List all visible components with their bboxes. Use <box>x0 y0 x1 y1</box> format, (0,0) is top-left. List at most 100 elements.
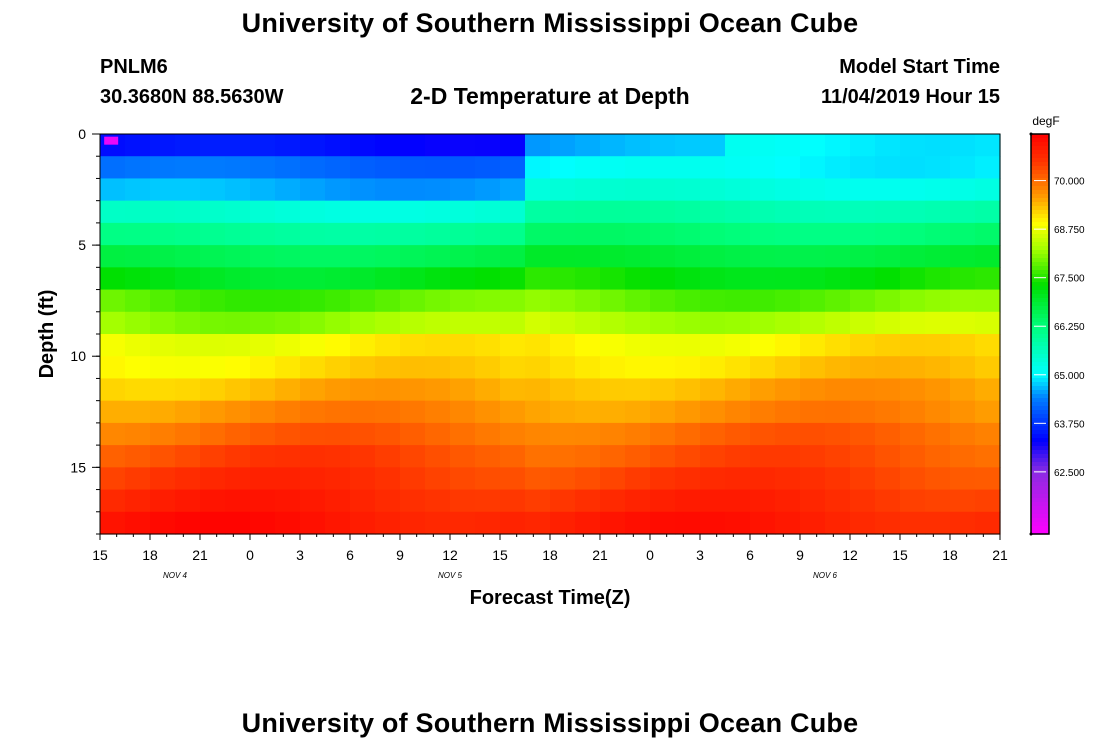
heatmap-cell <box>700 200 726 224</box>
heatmap-cell <box>775 289 801 313</box>
heatmap-cell <box>225 378 251 402</box>
heatmap-cell <box>425 156 451 180</box>
colorbar-tick-label: 67.500 <box>1054 274 1085 285</box>
heatmap-cell <box>525 156 551 180</box>
heatmap-cell <box>450 222 476 246</box>
heatmap-cell <box>775 467 801 491</box>
heatmap-cell <box>625 267 651 291</box>
heatmap-cell <box>850 356 876 380</box>
heatmap-cell <box>550 334 576 357</box>
heatmap-cell <box>450 378 476 402</box>
heatmap-cell <box>375 489 401 513</box>
heatmap-cell <box>200 289 226 313</box>
heatmap-cell <box>675 134 701 157</box>
heatmap-cell <box>300 178 326 202</box>
colorbar-swatch <box>1031 422 1049 427</box>
heatmap-cell <box>550 445 576 468</box>
heatmap-cell <box>875 267 901 291</box>
heatmap-cell <box>100 356 126 380</box>
heatmap-cell <box>950 334 976 357</box>
heatmap-cell <box>525 222 551 246</box>
heatmap-cell <box>250 245 276 268</box>
heatmap-cell <box>825 200 851 224</box>
heatmap-cell <box>800 334 826 357</box>
heatmap-cell <box>550 156 576 180</box>
heatmap-cell <box>350 489 376 513</box>
heatmap-cell <box>225 511 251 535</box>
heatmap-cell <box>450 445 476 468</box>
colorbar-swatch <box>1031 378 1049 383</box>
heatmap-cell <box>600 245 626 268</box>
heatmap-cell <box>300 378 326 402</box>
heatmap-cell <box>350 356 376 380</box>
heatmap-cell <box>850 245 876 268</box>
heatmap-cell <box>925 334 951 357</box>
heatmap-cell <box>900 267 926 291</box>
heatmap-cell <box>375 222 401 246</box>
heatmap-cell <box>200 200 226 224</box>
heatmap-cell <box>825 267 851 291</box>
y-tick-label: 15 <box>70 459 86 475</box>
heatmap-cell <box>750 311 776 335</box>
heatmap-cell <box>650 356 676 380</box>
date-label: NOV 5 <box>438 571 463 580</box>
x-tick-label: 15 <box>892 547 908 563</box>
heatmap-cell <box>925 178 951 202</box>
heatmap-cell <box>925 378 951 402</box>
heatmap-cell <box>275 200 301 224</box>
heatmap-cell <box>500 200 526 224</box>
heatmap-cell <box>900 245 926 268</box>
heatmap-cell <box>425 178 451 202</box>
heatmap-cell <box>300 200 326 224</box>
colorbar-swatch <box>1031 506 1049 511</box>
heatmap-cell <box>975 445 1001 468</box>
heatmap-cell <box>775 445 801 468</box>
heatmap-cell <box>850 378 876 402</box>
colorbar-swatch <box>1031 170 1049 175</box>
heatmap-cell <box>775 334 801 357</box>
colorbar-swatch <box>1031 218 1049 223</box>
heatmap-cell <box>350 311 376 335</box>
heatmap-cell <box>975 422 1001 446</box>
date-label: NOV 6 <box>813 571 838 580</box>
heatmap-cell <box>150 200 176 224</box>
heatmap-cell <box>600 445 626 468</box>
heatmap-cell <box>625 400 651 424</box>
heatmap-cell <box>675 356 701 380</box>
heatmap-cell <box>300 511 326 535</box>
heatmap-cell <box>325 445 351 468</box>
heatmap-cell <box>525 489 551 513</box>
heatmap-cell <box>725 245 751 268</box>
heatmap-cell <box>325 267 351 291</box>
heatmap-cell <box>475 445 501 468</box>
heatmap-cell <box>100 422 126 446</box>
colorbar-swatch <box>1031 242 1049 247</box>
heatmap-cell <box>825 422 851 446</box>
heatmap-cell <box>200 156 226 180</box>
heatmap-cell <box>275 334 301 357</box>
heatmap-cell <box>775 178 801 202</box>
heatmap-cell <box>125 200 151 224</box>
x-tick-label: 0 <box>246 547 254 563</box>
colorbar-tick-label: 68.750 <box>1054 225 1085 236</box>
heatmap-cell <box>800 511 826 535</box>
colorbar-frame <box>1030 133 1050 535</box>
heatmap-cell <box>725 200 751 224</box>
heatmap-cell <box>600 511 626 535</box>
heatmap-cell <box>775 222 801 246</box>
heatmap-cell <box>450 334 476 357</box>
heatmap-cell <box>925 445 951 468</box>
heatmap-cell <box>700 134 726 157</box>
heatmap-cell <box>425 311 451 335</box>
heatmap-cell <box>150 356 176 380</box>
heatmap-cell <box>850 445 876 468</box>
heatmap-cell <box>125 178 151 202</box>
heatmap-cell <box>475 178 501 202</box>
heatmap-cell <box>400 289 426 313</box>
heatmap-cell <box>175 334 201 357</box>
heatmap-cell <box>125 156 151 180</box>
heatmap-cell <box>900 489 926 513</box>
heatmap-cell <box>600 467 626 491</box>
y-axis-label: Depth (ft) <box>36 290 58 379</box>
heatmap-cell <box>625 222 651 246</box>
